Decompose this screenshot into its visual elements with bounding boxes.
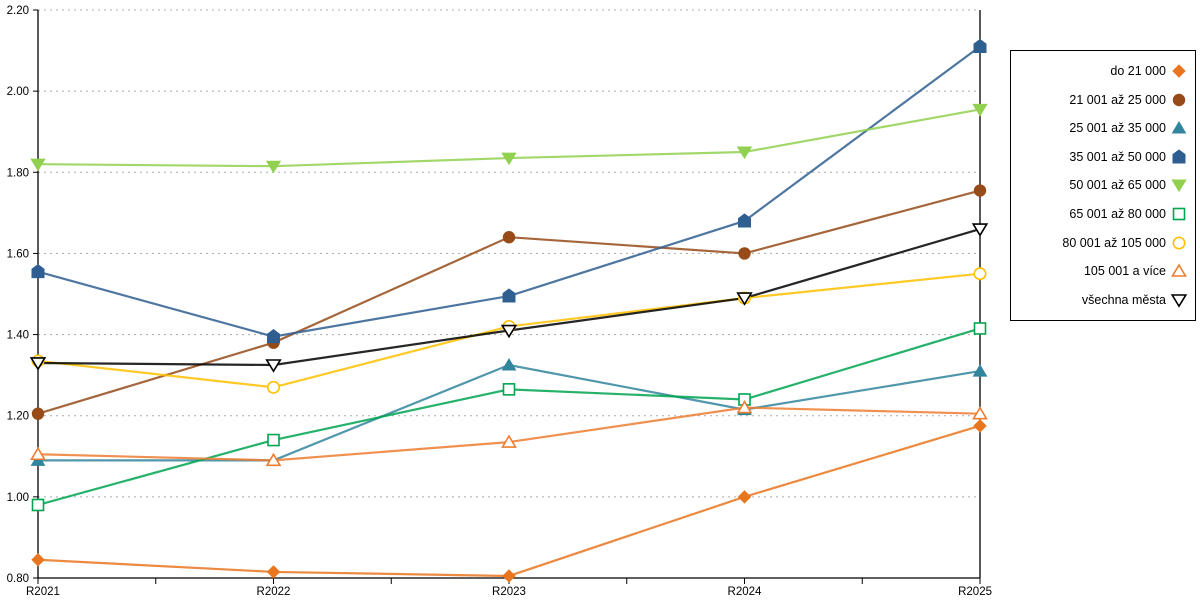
legend-item-label: do 21 000 (1110, 64, 1166, 79)
data-point-marker (30, 158, 46, 172)
y-axis-tick-label: 2.00 (7, 86, 29, 98)
legend-swatch-icon (1172, 93, 1186, 107)
data-point-marker (266, 380, 280, 394)
data-point-marker (972, 103, 988, 117)
triangle-up-legend-icon (1171, 263, 1187, 277)
legend-item: 65 001 až 80 000 (1015, 201, 1187, 228)
data-point-marker (972, 364, 988, 377)
legend-swatch-icon (1171, 179, 1187, 193)
diamond-legend-icon (1172, 64, 1186, 78)
data-point-marker (501, 152, 517, 166)
x-axis-tick-label: R2022 (257, 586, 291, 598)
legend-swatch-icon (1171, 293, 1187, 308)
y-axis-tick-label: 1.20 (7, 411, 29, 423)
x-axis-tick-label: R2024 (728, 586, 762, 598)
series-line (37, 424, 981, 578)
y-axis-tick-label: 1.00 (7, 492, 29, 504)
legend-item: 105 001 a více (1015, 258, 1187, 285)
data-point-marker (502, 569, 516, 583)
legend-item: do 21 000 (1015, 58, 1187, 85)
data-point-marker (973, 184, 987, 197)
data-point-marker (738, 213, 751, 228)
data-point-marker (266, 565, 281, 579)
circle-legend-icon (1172, 236, 1186, 250)
series-line (37, 406, 981, 462)
legend-item: 35 001 až 50 000 (1015, 143, 1187, 170)
square-legend-icon (1172, 207, 1186, 221)
legend-item-label: 105 001 a více (1083, 264, 1166, 279)
data-point-marker (971, 223, 989, 237)
data-point-marker (31, 553, 45, 567)
legend-item-label: 35 001 až 50 000 (1069, 149, 1166, 164)
data-point-marker (736, 400, 753, 414)
data-point-marker (973, 419, 987, 433)
legend-item-label: 50 001 až 65 000 (1069, 178, 1166, 193)
data-point-marker (265, 160, 282, 174)
x-axis-tick-label: R2023 (492, 586, 526, 598)
legend-item-label: 80 001 až 105 000 (1062, 235, 1166, 250)
data-point-marker (502, 383, 516, 396)
legend-swatch-icon (1172, 236, 1186, 250)
triangle-down-legend-icon (1171, 293, 1187, 308)
data-point-marker (500, 324, 518, 339)
data-point-marker (736, 292, 753, 306)
legend-item-label: všechna města (1081, 292, 1166, 307)
y-axis-tick-label: 1.60 (7, 248, 29, 260)
x-axis-tick-label: R2025 (958, 586, 992, 598)
legend-swatch-icon (1171, 263, 1187, 277)
data-point-marker (265, 359, 282, 373)
data-point-marker (737, 490, 752, 504)
legend-swatch-icon (1172, 149, 1186, 164)
data-point-marker (31, 264, 45, 279)
data-point-marker (501, 358, 517, 371)
data-point-marker (31, 407, 45, 420)
triangle-down-legend-icon (1171, 179, 1187, 193)
legend-item: 80 001 až 105 000 (1015, 229, 1187, 256)
legend-item-label: 21 001 až 25 000 (1069, 92, 1166, 107)
legend-item: 21 001 až 25 000 (1015, 86, 1187, 113)
data-point-marker (738, 247, 751, 260)
y-axis-tick-label: 2.20 (7, 5, 29, 17)
x-axis-tick-label: R2021 (26, 586, 60, 598)
data-point-marker (972, 406, 988, 420)
data-point-marker (265, 452, 282, 467)
legend-swatch-icon (1172, 207, 1186, 221)
data-point-marker (267, 328, 280, 344)
data-point-marker (973, 38, 987, 54)
legend-swatch-icon (1172, 64, 1186, 78)
series-line (37, 327, 981, 507)
y-axis-tick-label: 1.80 (7, 167, 29, 179)
y-axis-tick-label: 1.40 (7, 330, 29, 342)
triangle-up-legend-icon (1171, 121, 1187, 134)
y-axis-tick-label: 0.80 (7, 573, 29, 585)
data-point-marker (501, 434, 517, 448)
data-point-marker (29, 357, 47, 371)
legend-swatch-icon (1171, 121, 1187, 134)
legend-item-label: 25 001 až 35 000 (1069, 121, 1166, 136)
pentagon-legend-icon (1172, 149, 1186, 164)
data-point-marker (267, 433, 280, 447)
data-point-marker (502, 231, 516, 244)
circle-legend-icon (1172, 93, 1186, 107)
legend: do 21 000 21 001 až 25 000 25 001 až 35 00… (1010, 50, 1196, 321)
data-point-marker (30, 446, 46, 461)
legend-item-label: 65 001 až 80 000 (1069, 207, 1166, 221)
data-point-marker (973, 267, 987, 281)
legend-item: všechna města (1015, 286, 1187, 313)
data-point-marker (736, 146, 753, 160)
legend-item: 50 001 až 65 000 (1015, 172, 1187, 199)
legend-item: 25 001 až 35 000 (1015, 115, 1187, 142)
data-point-marker (973, 322, 987, 335)
data-point-marker (502, 288, 516, 303)
data-point-marker (31, 498, 45, 512)
